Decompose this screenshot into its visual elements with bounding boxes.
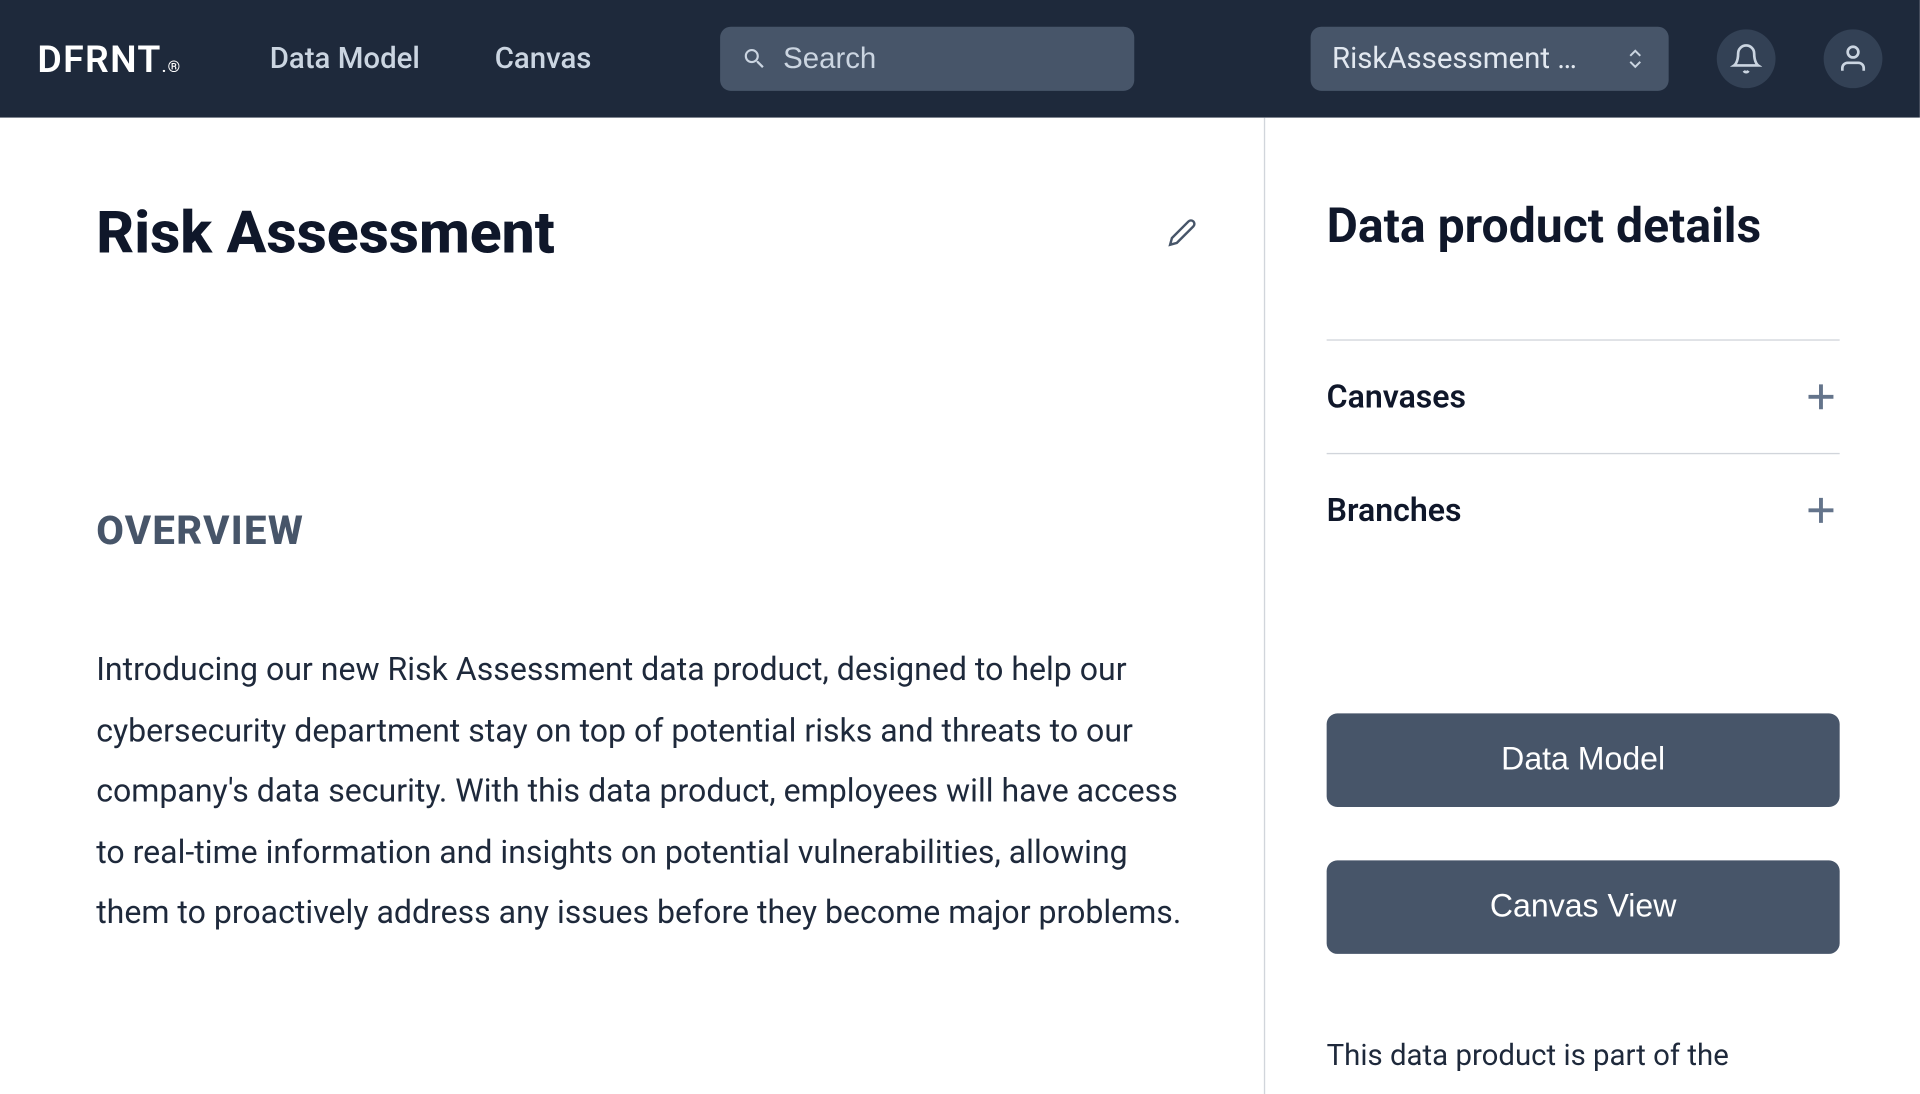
data-model-button[interactable]: Data Model: [1327, 713, 1840, 807]
search-input[interactable]: [783, 41, 1112, 76]
plus-icon[interactable]: [1802, 378, 1839, 415]
overview-body: Introducing our new Risk Assessment data…: [96, 640, 1197, 945]
canvases-section[interactable]: Canvases: [1327, 339, 1840, 453]
chevron-updown-icon: [1623, 47, 1647, 71]
product-select[interactable]: RiskAssessment …: [1311, 27, 1669, 91]
search-icon: [741, 44, 767, 73]
logo[interactable]: DFRNT.®: [37, 37, 181, 81]
title-row: Risk Assessment: [96, 198, 1197, 267]
canvas-view-button[interactable]: Canvas View: [1327, 860, 1840, 954]
main: Risk Assessment OVERVIEW Introducing our…: [0, 118, 1920, 1094]
canvases-label: Canvases: [1327, 378, 1466, 415]
sidebar-title: Data product details: [1327, 198, 1840, 254]
sidebar-buttons: Data Model Canvas View: [1327, 713, 1840, 1007]
bell-icon: [1730, 43, 1762, 75]
plus-icon[interactable]: [1802, 492, 1839, 529]
logo-text: DFRNT: [37, 37, 161, 81]
branches-section[interactable]: Branches: [1327, 453, 1840, 567]
user-menu-button[interactable]: [1824, 29, 1883, 88]
logo-sub: .®: [162, 57, 182, 76]
overview-heading: OVERVIEW: [96, 508, 1197, 555]
search-container[interactable]: [720, 27, 1134, 91]
nav-data-model[interactable]: Data Model: [243, 31, 447, 86]
footer-text: This data product is part of the: [1327, 1034, 1840, 1078]
product-select-value: RiskAssessment …: [1332, 42, 1613, 75]
page-title: Risk Assessment: [96, 198, 1167, 267]
branches-label: Branches: [1327, 492, 1462, 529]
edit-icon[interactable]: [1168, 218, 1197, 247]
topbar: DFRNT.® Data Model Canvas RiskAssessment…: [0, 0, 1920, 118]
notifications-button[interactable]: [1717, 29, 1776, 88]
user-icon: [1837, 43, 1869, 75]
sidebar: Data product details Canvases Branches D…: [1265, 118, 1920, 1094]
content: Risk Assessment OVERVIEW Introducing our…: [0, 118, 1265, 1094]
nav-canvas[interactable]: Canvas: [468, 31, 618, 86]
